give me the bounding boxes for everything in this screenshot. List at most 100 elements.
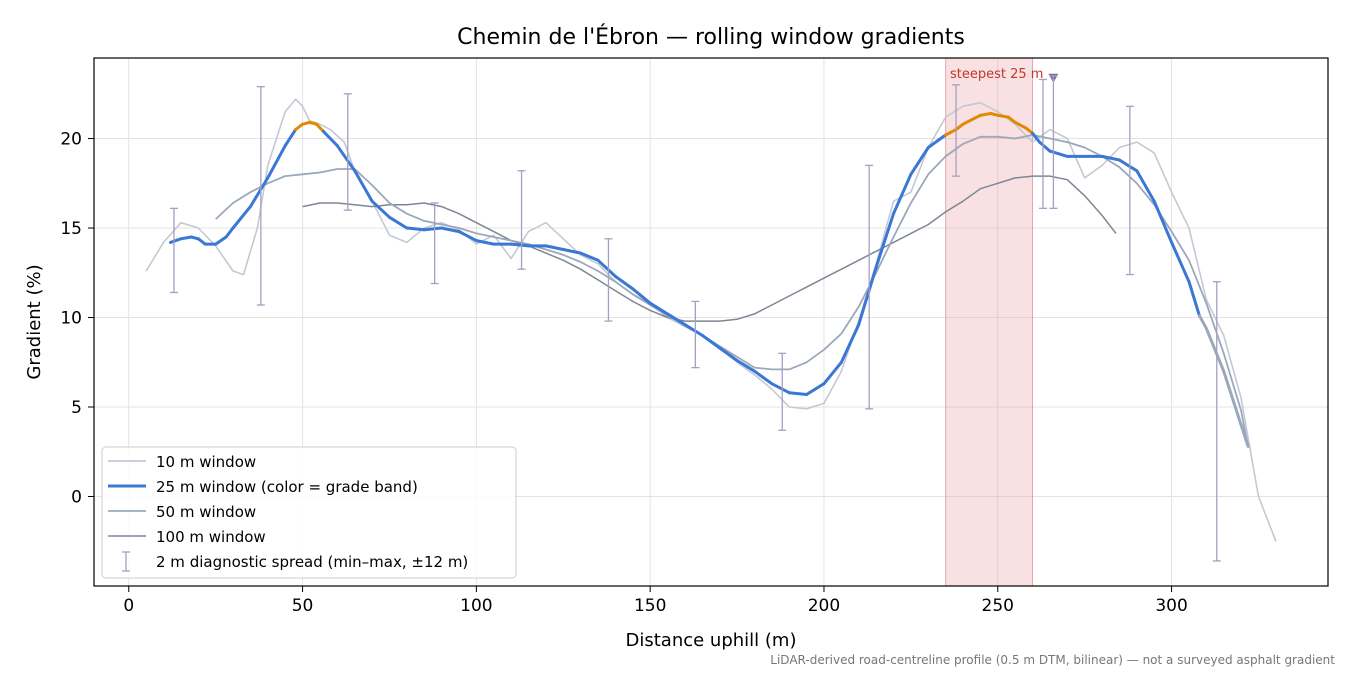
legend: 10 m window 25 m window (color = grade b… [101,446,517,579]
spread-bar [256,85,265,306]
series-25m-segment [248,176,270,209]
y-axis-label: Gradient (%) [24,264,45,379]
x-tick-label: 150 [634,596,666,616]
series-25m-segment [718,346,739,362]
spread-bar [169,207,178,294]
x-tick-label: 50 [292,596,314,616]
series-25m-segment [224,226,235,239]
spread-bar [691,300,700,369]
series-25m-segment [613,274,635,291]
x-tick-label: 300 [1155,596,1187,616]
series-25m-segment [892,172,913,216]
series-25m-segment [335,144,357,173]
series-25m-segment [1038,140,1052,153]
series-25m-segment [753,369,774,386]
series-25m-segment [474,239,496,246]
series-25m-segment [544,244,565,251]
series-25m-segment [353,169,374,203]
series-10m-line [145,98,1277,542]
series-25m-segment [961,113,982,126]
series-25m-segment [422,226,444,232]
series-25m-segment [839,323,861,364]
y-tick-label: 20 [60,130,82,150]
series-25m-segment [405,226,426,232]
series-25m-segment [1135,169,1156,203]
series-25m-segment [579,251,600,262]
series-25m-segment [231,205,252,230]
series-25m-segment [666,312,687,327]
series-25m-segment [874,212,895,269]
series-25m-segment [631,287,652,305]
series-25m-segment [648,301,669,316]
series-25m-segment [266,144,287,180]
series-25m-segment [683,323,704,337]
steepest-label: steepest 25 m [950,67,1043,82]
diagnostic-spread-bars [169,75,1221,562]
series-25m-segment [1204,326,1226,373]
series-25m-segment [857,265,878,327]
x-tick-label: 250 [982,596,1014,616]
legend-label-100m: 100 m window [156,528,266,546]
legend-label-50m: 50 m window [156,503,256,521]
axis-ticks: 0 50 100 150 200 250 300 0 5 10 15 20 [60,130,1187,616]
y-tick-label: 15 [60,219,82,239]
legend-label-10m: 10 m window [156,453,256,471]
series-25m-segment [1031,131,1041,144]
spread-bar [778,352,787,431]
series-25m-segment [315,122,325,133]
spread-bar [1038,78,1047,209]
series-25m-segment [944,128,958,137]
series-25m-segment [321,129,339,148]
y-tick-label: 10 [60,309,82,329]
spread-bar [517,170,526,270]
series-25m-segment [1187,280,1201,318]
x-tick-label: 100 [460,596,492,616]
series-25m-segment [457,230,478,243]
series-25m-segment [214,235,228,246]
chart-title: Chemin de l'Ébron — rolling window gradi… [457,24,965,50]
series-25m-segment [1100,154,1121,162]
series-25m-segment [926,133,948,149]
spread-bar [604,238,613,322]
spread-bar [952,84,961,177]
spread-bar [1125,105,1134,276]
series-25m-segment [735,359,756,373]
series-25m-segment [700,333,722,350]
series-25m-segment [770,382,791,395]
legend-label-spread: 2 m diagnostic spread (min–max, ±12 m) [156,553,468,571]
series-layer [145,98,1277,542]
series-25m-segment [1197,314,1208,330]
footnote: LiDAR-derived road-centreline profile (0… [770,653,1335,667]
series-100m-line [302,175,1117,322]
series-25m-segment [370,199,391,219]
y-tick-label: 0 [71,488,82,508]
series-25m-segment [561,248,583,255]
y-tick-label: 5 [71,398,82,418]
series-25m-segment [1239,423,1250,448]
series-25m-segment [509,242,530,248]
series-25m-segment [787,391,809,396]
series-25m-segment [179,235,193,241]
spread-bar [1212,281,1221,562]
spread-bar [1049,75,1058,209]
series-25m-segment [805,382,826,396]
series-25m-segment [1222,369,1243,427]
plot-frame [93,57,1329,587]
series-25m-segment [1170,240,1191,284]
x-tick-label: 200 [808,596,840,616]
spread-bar [430,202,439,285]
series-25m-segment [169,237,183,244]
spread-bar [343,93,352,211]
series-25m-segment [388,215,409,230]
series-25m-segment [822,360,843,386]
series-50m-line [215,134,1249,447]
series-25m-segment [1152,199,1174,244]
series-25m-segment [1013,120,1028,130]
x-tick-label: 0 [123,596,134,616]
series-25m-segment [283,128,298,148]
legend-swatch-errorbar [122,551,130,572]
legend-label-25m: 25 m window (color = grade band) [156,478,418,496]
series-25m-segment [978,112,993,117]
x-axis-label: Distance uphill (m) [626,630,797,651]
